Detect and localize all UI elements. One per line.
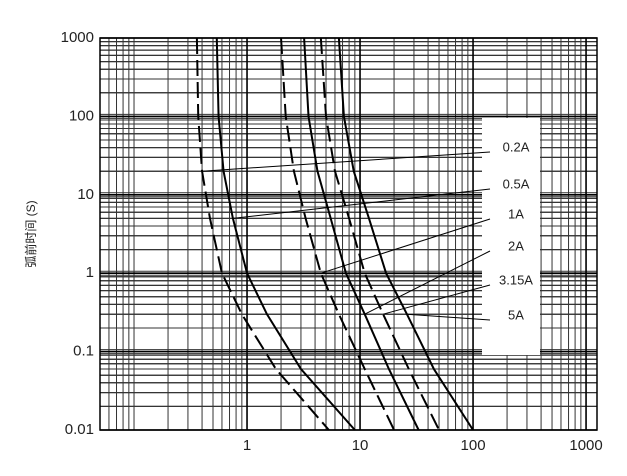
leader-line — [202, 151, 491, 172]
x-tick-label: 1 — [243, 437, 251, 454]
y-tick-label: 1000 — [61, 29, 94, 46]
y-axis-label: 弧前时间 (S) — [23, 200, 38, 267]
y-tick-label: 0.01 — [65, 421, 94, 438]
x-tick-label: 1000 — [569, 437, 602, 454]
label-panel — [482, 118, 540, 355]
curve — [280, 37, 395, 431]
legend-label: 5A — [508, 307, 524, 322]
curve — [319, 37, 440, 431]
leader-line — [232, 188, 491, 219]
legend-label: 0.5A — [503, 176, 530, 191]
y-tick-label: 10 — [77, 186, 94, 203]
x-tick-label: 10 — [352, 437, 369, 454]
x-tick-label: 100 — [461, 437, 486, 454]
curve — [337, 37, 474, 431]
curve — [195, 37, 330, 431]
legend-label: 2A — [508, 238, 524, 253]
y-tick-label: 0.1 — [73, 343, 94, 360]
legend-label: 3.15A — [499, 272, 533, 287]
leader-line — [320, 218, 491, 274]
curve — [215, 37, 356, 431]
y-tick-label: 1 — [86, 264, 94, 281]
legend-label: 0.2A — [503, 139, 530, 154]
legend-label: 1A — [508, 206, 524, 221]
leader-line — [406, 313, 491, 321]
curve — [303, 37, 420, 431]
y-tick-label: 100 — [69, 107, 94, 124]
leader-line — [382, 284, 491, 315]
plot-frame — [99, 37, 598, 431]
leader-line — [364, 250, 491, 315]
